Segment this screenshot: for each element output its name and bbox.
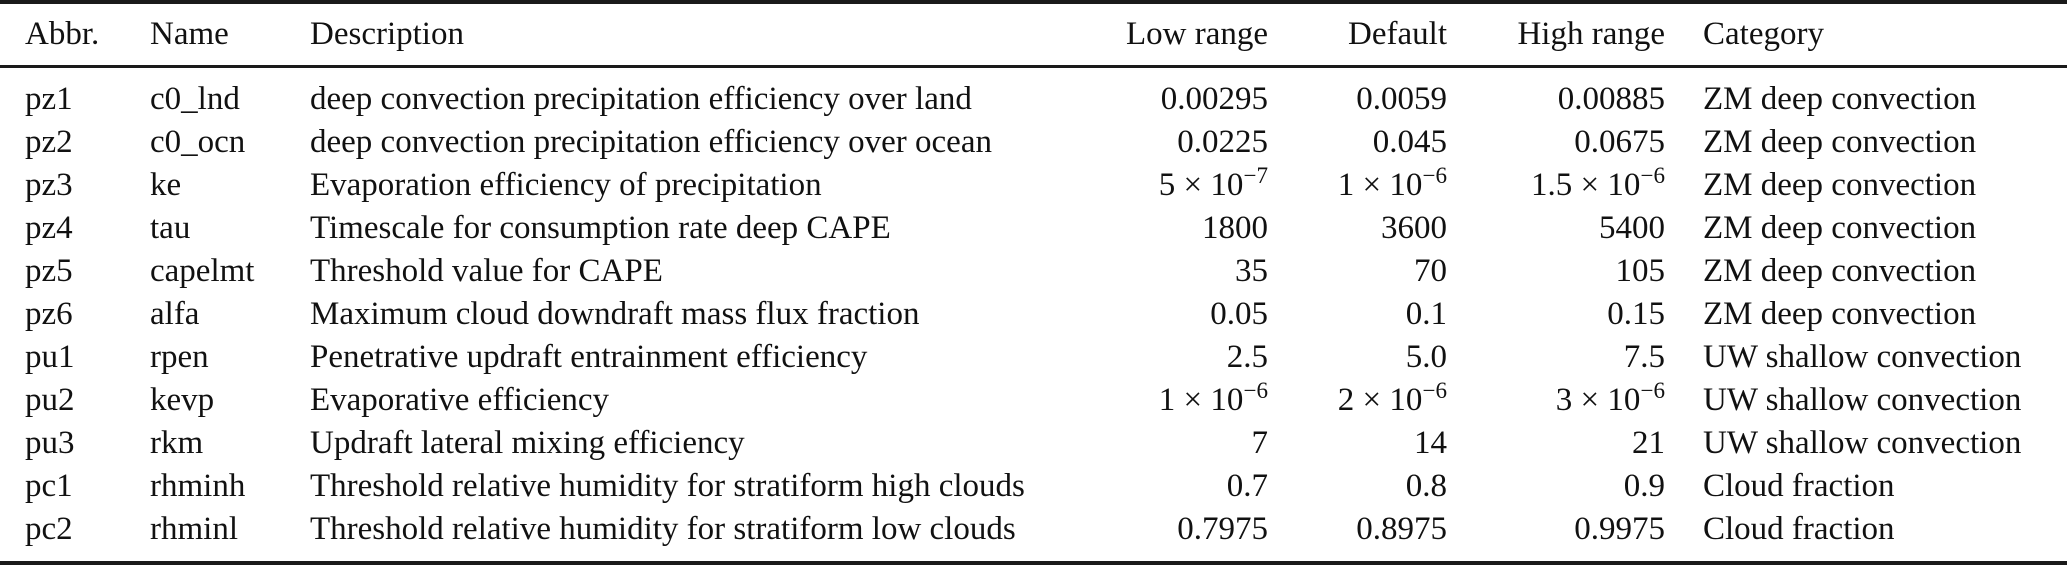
cell-name: capelmt <box>150 253 255 289</box>
cell-description: Penetrative updraft entrainment efficien… <box>310 339 868 375</box>
cell-name: tau <box>150 210 191 246</box>
table-row: pc2 rhminl Threshold relative humidity for… <box>0 508 2067 563</box>
cell-high_range: 5400 <box>1599 210 1665 246</box>
cell-category: Cloud fraction <box>1703 511 1895 547</box>
cell-default: 2 × 10−6 <box>1337 377 1447 418</box>
cell-name: c0_lnd <box>150 81 240 117</box>
table-row: pc1 rhminh Threshold relative humidity for… <box>0 465 2067 508</box>
table-row: pu1 rpen Penetrative updraft entrainment e… <box>0 336 2067 379</box>
column-header-category: Category <box>1665 2 2067 68</box>
cell-high_range: 0.15 <box>1607 296 1665 332</box>
table-row: pz4 tau Timescale for consumption rate dee… <box>0 207 2067 250</box>
cell-name: rpen <box>150 339 209 375</box>
cell-name: alfa <box>150 296 200 332</box>
cell-description: Maximum cloud downdraft mass flux fracti… <box>310 296 920 332</box>
cell-default: 0.1 <box>1405 296 1447 332</box>
cell-description: Threshold value for CAPE <box>310 253 663 289</box>
table-row: pu2 kevp Evaporative efficiency 1 × 10−6 2 ×… <box>0 377 2067 422</box>
cell-default: 0.8 <box>1405 468 1447 504</box>
cell-abbr: pu3 <box>25 425 75 461</box>
cell-category: ZM deep convection <box>1703 81 1977 117</box>
table-body: pz1 c0_lnd deep convection precipitation e… <box>0 67 2067 564</box>
cell-high_range: 21 <box>1632 425 1665 461</box>
cell-abbr: pz4 <box>25 210 73 246</box>
cell-name: rhminh <box>150 468 246 504</box>
cell-low_range: 5 × 10−7 <box>1158 162 1268 203</box>
cell-description: Updraft lateral mixing efficiency <box>310 425 745 461</box>
column-header-name: Name <box>150 2 310 68</box>
cell-abbr: pz5 <box>25 253 73 289</box>
table-row: pz3 ke Evaporation efficiency of precipita… <box>0 162 2067 207</box>
cell-high_range: 0.9975 <box>1574 511 1665 547</box>
cell-category: ZM deep convection <box>1703 253 1977 289</box>
cell-abbr: pz2 <box>25 124 73 160</box>
cell-default: 0.8975 <box>1356 511 1447 547</box>
cell-low_range: 0.0225 <box>1177 124 1268 160</box>
cell-abbr: pz3 <box>25 167 73 203</box>
cell-description: Evaporation efficiency of precipitation <box>310 167 822 203</box>
cell-abbr: pc2 <box>25 511 73 547</box>
table-row: pu3 rkm Updraft lateral mixing efficiency 7… <box>0 422 2067 465</box>
cell-name: rkm <box>150 425 204 461</box>
header-row: Abbr. Name Description Low range Default High… <box>0 2 2067 68</box>
cell-description: deep convection precipitation efficiency… <box>310 81 972 117</box>
cell-abbr: pu2 <box>25 382 75 418</box>
cell-high_range: 0.0675 <box>1574 124 1665 160</box>
cell-high_range: 0.9 <box>1623 468 1665 504</box>
cell-default: 0.045 <box>1372 124 1447 160</box>
cell-low_range: 1 × 10−6 <box>1158 377 1268 418</box>
cell-category: UW shallow convection <box>1703 339 2022 375</box>
cell-low_range: 35 <box>1235 253 1268 289</box>
cell-low_range: 0.05 <box>1210 296 1268 332</box>
cell-high_range: 3 × 10−6 <box>1555 377 1665 418</box>
cell-default: 14 <box>1414 425 1447 461</box>
cell-default: 1 × 10−6 <box>1337 162 1447 203</box>
cell-low_range: 7 <box>1251 425 1269 461</box>
cell-category: ZM deep convection <box>1703 167 1977 203</box>
cell-abbr: pz6 <box>25 296 73 332</box>
column-header-high_range: High range <box>1447 2 1665 68</box>
cell-default: 70 <box>1414 253 1447 289</box>
cell-category: Cloud fraction <box>1703 468 1895 504</box>
cell-category: ZM deep convection <box>1703 124 1977 160</box>
column-header-default: Default <box>1268 2 1447 68</box>
column-header-low_range: Low range <box>1110 2 1268 68</box>
cell-name: c0_ocn <box>150 124 246 160</box>
cell-low_range: 0.7975 <box>1177 511 1268 547</box>
cell-description: Evaporative efficiency <box>310 382 609 418</box>
column-header-description: Description <box>310 2 1110 68</box>
column-header-abbr: Abbr. <box>0 2 150 68</box>
cell-name: kevp <box>150 382 215 418</box>
cell-category: ZM deep convection <box>1703 210 1977 246</box>
table-row: pz6 alfa Maximum cloud downdraft mass flux… <box>0 293 2067 336</box>
cell-category: ZM deep convection <box>1703 296 1977 332</box>
cell-name: ke <box>150 167 182 203</box>
cell-category: UW shallow convection <box>1703 382 2022 418</box>
cell-low_range: 0.7 <box>1226 468 1268 504</box>
table-row: pz1 c0_lnd deep convection precipitation e… <box>0 67 2067 122</box>
cell-default: 5.0 <box>1405 339 1447 375</box>
cell-high_range: 7.5 <box>1623 339 1665 375</box>
cell-high_range: 1.5 × 10−6 <box>1531 162 1665 203</box>
cell-low_range: 1800 <box>1202 210 1268 246</box>
cell-description: deep convection precipitation efficiency… <box>310 124 992 160</box>
cell-high_range: 105 <box>1615 253 1666 289</box>
cell-abbr: pu1 <box>25 339 75 375</box>
cell-default: 3600 <box>1381 210 1447 246</box>
cell-description: Timescale for consumption rate deep CAPE <box>310 210 891 246</box>
table-row: pz5 capelmt Threshold value for CAPE 35 70 10… <box>0 250 2067 293</box>
cell-default: 0.0059 <box>1356 81 1447 117</box>
cell-high_range: 0.00885 <box>1557 81 1665 117</box>
cell-description: Threshold relative humidity for stratifo… <box>310 511 1016 547</box>
cell-abbr: pc1 <box>25 468 73 504</box>
cell-category: UW shallow convection <box>1703 425 2022 461</box>
cell-abbr: pz1 <box>25 81 73 117</box>
cell-low_range: 2.5 <box>1226 339 1268 375</box>
cell-name: rhminl <box>150 511 238 547</box>
cell-description: Threshold relative humidity for stratifo… <box>310 468 1025 504</box>
cell-low_range: 0.00295 <box>1160 81 1268 117</box>
table-row: pz2 c0_ocn deep convection precipitation e… <box>0 121 2067 164</box>
